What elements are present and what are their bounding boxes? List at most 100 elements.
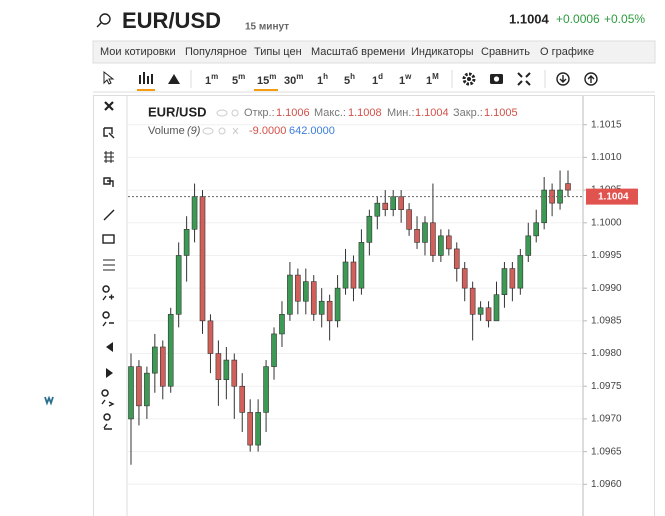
timeframe[interactable]: 5h (344, 72, 355, 87)
zoom-in-tool[interactable] (102, 285, 114, 301)
menu-bar (92, 40, 656, 64)
tf-num: 5 (232, 75, 238, 87)
svg-text:1d: 1d (372, 72, 383, 87)
y-tick-label: 1.1010 (591, 152, 622, 163)
candle-body (175, 255, 182, 315)
candle-body (199, 196, 206, 322)
candles-tool[interactable] (137, 72, 155, 91)
change: +0.0006 (556, 12, 600, 26)
timeframe[interactable]: 1M (426, 72, 439, 87)
candle-body (318, 300, 325, 315)
tf-unit: h (323, 72, 328, 81)
tf-num: 1 (426, 75, 432, 87)
download-icon[interactable] (556, 72, 570, 86)
plot: 1.0960 1.0965 1.0970 1.0975 1.0980 1.0985 1.09… (128, 119, 638, 490)
last-price-box (586, 188, 638, 205)
select-tool[interactable] (103, 127, 115, 139)
search-icon[interactable] (96, 13, 111, 28)
candle-body (183, 229, 190, 256)
magnet-tool[interactable] (101, 389, 115, 407)
grid-tool[interactable] (104, 151, 114, 163)
area-tool[interactable] (168, 74, 180, 84)
close-label: Закр.: (453, 107, 483, 119)
timeframe[interactable]: 1w (399, 72, 412, 87)
candle-body (453, 248, 460, 269)
change-pct: +0.05% (604, 12, 645, 26)
menu-item[interactable]: Индикаторы (411, 46, 474, 58)
settings-icon[interactable] (462, 72, 476, 86)
menu-item[interactable]: Сравнить (481, 46, 530, 58)
candle-body (406, 209, 412, 230)
menu-item[interactable]: Масштаб времени (311, 46, 405, 58)
y-tick-label: 1.0985 (591, 315, 622, 326)
svg-text:1h: 1h (317, 72, 328, 87)
y-tick-label: 1.1015 (591, 119, 622, 130)
candle-body (310, 281, 317, 315)
timeframe[interactable]: 1d (372, 72, 383, 87)
candle-body (501, 268, 508, 295)
svg-text:15m: 15m (257, 72, 276, 87)
timeframe[interactable]: 1h (317, 72, 328, 87)
y-tick-label: 1.0990 (591, 283, 622, 294)
tf-unit: m (269, 72, 276, 81)
candle-body (215, 353, 222, 380)
cursor-tool[interactable] (103, 70, 115, 85)
candle-body (358, 242, 365, 289)
low-label: Мин.: (387, 107, 415, 119)
candle-body (136, 366, 142, 407)
candle-body (509, 268, 516, 289)
scroll-left-tool[interactable] (106, 342, 113, 352)
fullscreen-icon[interactable] (517, 72, 531, 86)
candle-body (525, 235, 532, 256)
volume-controls[interactable] (202, 127, 239, 135)
candle-body (207, 320, 214, 354)
tf-num: 5 (344, 75, 350, 87)
candle-body (144, 372, 150, 407)
candle-body (295, 274, 301, 302)
fib-tool[interactable] (103, 259, 115, 271)
candle-body (446, 235, 452, 250)
close-tool[interactable] (104, 101, 114, 111)
high-value: 1.1008 (348, 107, 382, 119)
reset-tool[interactable] (103, 413, 112, 430)
candle-body (326, 300, 333, 322)
candle-body (255, 412, 261, 446)
svg-text:30m: 30m (284, 72, 303, 87)
menu-item[interactable]: Мои котировки (100, 46, 176, 58)
menu-item[interactable]: О графике (540, 46, 594, 58)
candle-body (167, 314, 174, 387)
close-value: 1.1005 (484, 107, 518, 119)
candle-body (469, 287, 476, 315)
open-label: Откр.: (244, 107, 275, 119)
zoom-out-tool[interactable] (102, 311, 114, 327)
candle-body (517, 255, 524, 289)
menu-item[interactable]: Популярное (185, 46, 247, 58)
candle-body (239, 385, 246, 413)
candle-body (231, 359, 238, 387)
clone-tool[interactable] (103, 177, 114, 187)
candle-body (287, 274, 293, 315)
snapshot-icon[interactable] (490, 74, 503, 84)
candle-body (279, 314, 285, 335)
y-tick-label: 1.0975 (591, 381, 622, 392)
symbol: EUR/USD (122, 8, 221, 33)
candle-body (493, 294, 500, 322)
candle-body (128, 366, 134, 420)
timeframe[interactable]: 30m (284, 72, 303, 87)
timeframe[interactable]: 1m (205, 72, 218, 87)
candle-body (152, 346, 158, 374)
legend-controls[interactable] (216, 109, 239, 117)
timeframe[interactable]: 5m (232, 72, 245, 87)
timeframe[interactable]: 15m (254, 72, 278, 91)
menu-item[interactable]: Типы цен (254, 46, 302, 58)
line-tool[interactable] (103, 209, 115, 221)
legend-symbol: EUR/USD (148, 104, 207, 119)
tf-num: 30 (284, 75, 296, 87)
candle-body (430, 222, 436, 256)
scroll-right-tool[interactable] (106, 368, 113, 378)
candle-body (159, 346, 166, 387)
rect-tool[interactable] (102, 234, 115, 244)
open-value: 1.1006 (276, 107, 310, 119)
upload-icon[interactable] (584, 72, 598, 86)
